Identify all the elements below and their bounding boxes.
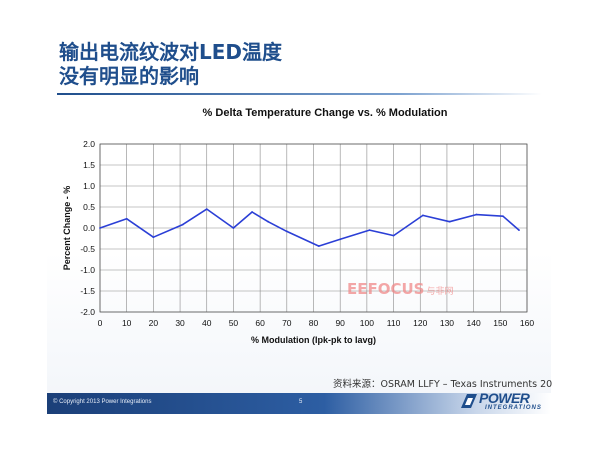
logo-subtext: INTEGRATIONS (485, 405, 542, 411)
x-tick-label: 110 (387, 318, 401, 328)
y-tick-label: 1.0 (83, 181, 95, 191)
y-tick-label: 2.0 (83, 139, 95, 149)
x-tick-label: 30 (175, 318, 185, 328)
y-tick-label: -1.0 (80, 265, 95, 275)
data-point (475, 213, 478, 216)
x-tick-label: 0 (98, 318, 103, 328)
data-point (339, 238, 342, 241)
watermark: EEFOCUS 与非网 (347, 280, 454, 298)
data-point (368, 229, 371, 232)
data-point (317, 245, 320, 247)
data-point (181, 223, 184, 226)
slide-title: 输出电流纹波对LED温度 没有明显的影响 (59, 40, 282, 88)
data-point (125, 217, 128, 220)
slide-title-line-2: 没有明显的影响 (59, 64, 199, 88)
x-tick-label: 80 (309, 318, 319, 328)
data-point (267, 220, 270, 223)
x-tick-label: 150 (493, 318, 507, 328)
y-axis-ticks: 2.0 1.5 1.0 0.5 0.0 -0.5 -1.0 -1.5 -2.0 (80, 139, 95, 317)
data-point (285, 230, 288, 233)
x-tick-label: 160 (520, 318, 534, 328)
slide: 输出电流纹波对LED温度 没有明显的影响 % Delta Temperature… (47, 36, 553, 414)
series-line (99, 208, 520, 247)
data-point (518, 229, 520, 232)
y-tick-label: 0.0 (83, 223, 95, 233)
data-point (251, 211, 254, 213)
x-tick-label: 120 (413, 318, 427, 328)
logo-mark-icon (461, 394, 477, 408)
x-tick-label: 130 (440, 318, 454, 328)
data-point (205, 208, 208, 210)
data-point (422, 214, 424, 217)
data-point (502, 215, 504, 218)
x-tick-label: 20 (149, 318, 159, 328)
slide-background (47, 36, 551, 396)
data-point (99, 227, 101, 229)
x-tick-label: 60 (255, 318, 265, 328)
x-tick-label: 40 (202, 318, 212, 328)
chart-grid (99, 143, 528, 313)
y-tick-label: -1.5 (80, 286, 95, 296)
y-tick-label: 1.5 (83, 160, 95, 170)
x-tick-label: 140 (467, 318, 481, 328)
x-axis-ticks: 0 10 20 30 40 50 60 70 80 90 100 110 120 130 140 150 160 (98, 318, 535, 328)
x-tick-label: 90 (335, 318, 345, 328)
footer-page-number: 5 (299, 399, 303, 405)
footer-bar: © Copyright 2013 Power Integrations 5 (47, 393, 551, 414)
footer-copyright: © Copyright 2013 Power Integrations (53, 399, 152, 405)
x-tick-label: 70 (282, 318, 292, 328)
chart-series-group (99, 208, 520, 247)
data-point (448, 220, 451, 223)
y-axis-label: Percent Change - % (62, 186, 72, 271)
x-tick-label: 10 (122, 318, 132, 328)
title-divider (57, 93, 542, 95)
x-tick-label: 100 (360, 318, 374, 328)
x-tick-label: 50 (229, 318, 239, 328)
chart-title: % Delta Temperature Change vs. % Modulat… (203, 107, 448, 119)
watermark-text-cn: 与非网 (426, 287, 454, 297)
y-tick-label: -0.5 (80, 244, 95, 254)
line-chart: % Delta Temperature Change vs. % Modulat… (62, 107, 535, 345)
x-axis-label: % Modulation (Ipk-pk to Iavg) (251, 335, 376, 345)
power-integrations-logo: POWER INTEGRATIONS (457, 390, 547, 414)
data-point (152, 236, 155, 239)
slide-title-line-1: 输出电流纹波对LED温度 (59, 40, 283, 64)
source-note: 资料来源：OSRAM LLFY – Texas Instruments 20 (333, 379, 553, 390)
y-tick-label: -2.0 (80, 307, 95, 317)
data-point (392, 234, 395, 237)
watermark-text: EEFOCUS (347, 280, 425, 298)
logo-wordmark: POWER (479, 390, 530, 406)
data-point (232, 227, 235, 229)
y-tick-label: 0.5 (83, 202, 95, 212)
